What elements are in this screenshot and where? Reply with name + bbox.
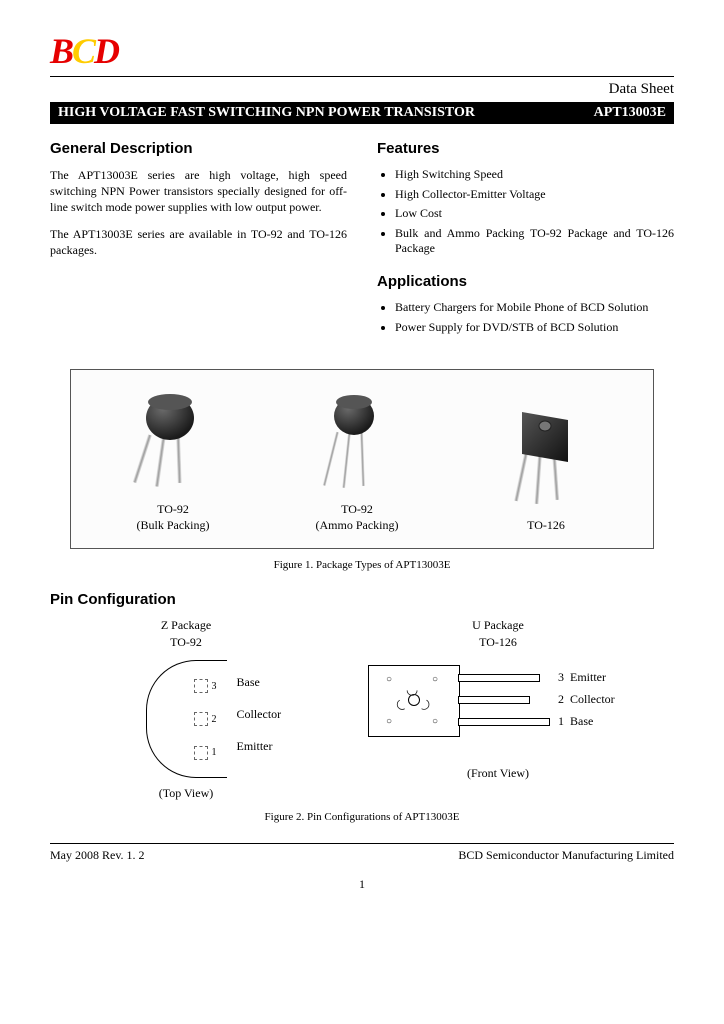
company-logo: BCD (50, 30, 674, 72)
figure-2-caption: Figure 2. Pin Configurations of APT13003… (50, 811, 674, 823)
pin-label: Base (237, 675, 260, 690)
mark-icon: ○ (432, 716, 438, 727)
pin-number: 3 (212, 681, 217, 692)
to126-outline: ○ ○ ○ ○ ◡ ◡ ◡ 3 Emitter 2 Collector 1 Ba… (368, 660, 628, 760)
feature-item: High Switching Speed (395, 167, 674, 183)
package-caption: TO-92 (Bulk Packing) (128, 502, 218, 533)
header-rule (50, 76, 674, 77)
content-columns: General Description The APT13003E series… (50, 134, 674, 339)
left-column: General Description The APT13003E series… (50, 134, 347, 339)
footer-rule (50, 843, 674, 844)
pin-label: 3 Emitter (558, 670, 606, 685)
to126-lead (458, 696, 530, 704)
pin-label: Collector (237, 707, 282, 722)
datasheet-page: BCD Data Sheet HIGH VOLTAGE FAST SWITCHI… (0, 0, 724, 1024)
logo-letter-b: B (50, 31, 72, 71)
pin-box-icon (194, 679, 208, 693)
z-package-block: Z Package TO-92 3 2 1 Base (76, 618, 296, 801)
applications-heading: Applications (377, 273, 674, 290)
to92-pin-row: 3 (147, 679, 227, 693)
document-title: HIGH VOLTAGE FAST SWITCHING NPN POWER TR… (58, 105, 475, 121)
to92-outline: 3 2 1 Base Collector Emitter (146, 660, 227, 778)
to92-pin-row: 1 (147, 746, 227, 760)
mark-icon: ○ (432, 674, 438, 685)
figure-1-box: TO-92 (Bulk Packing) TO-92 (Ammo Packing… (70, 369, 654, 549)
package-to92-ammo: TO-92 (Ammo Packing) (312, 390, 402, 533)
application-item: Battery Chargers for Mobile Phone of BCD… (395, 300, 674, 316)
page-number: 1 (50, 877, 674, 892)
general-description-heading: General Description (50, 140, 347, 157)
package-caption: TO-126 (496, 518, 596, 534)
applications-list: Battery Chargers for Mobile Phone of BCD… (377, 300, 674, 335)
features-heading: Features (377, 140, 674, 157)
pin-configuration-heading: Pin Configuration (50, 591, 674, 608)
general-description-p2: The APT13003E series are available in TO… (50, 226, 347, 258)
pin-config-row: Z Package TO-92 3 2 1 Base (50, 618, 674, 801)
feature-item: Bulk and Ammo Packing TO-92 Package and … (395, 226, 674, 257)
general-description-p1: The APT13003E series are high voltage, h… (50, 167, 347, 216)
figure-1-caption: Figure 1. Package Types of APT13003E (50, 559, 674, 571)
package-to92-bulk: TO-92 (Bulk Packing) (128, 390, 218, 533)
application-item: Power Supply for DVD/STB of BCD Solution (395, 320, 674, 336)
pin-label: 2 Collector (558, 692, 615, 707)
pin-box-icon (194, 746, 208, 760)
logo-letter-d: D (94, 31, 118, 71)
u-package-subtitle: TO-126 (348, 635, 648, 650)
u-package-title: U Package (348, 618, 648, 633)
data-sheet-label: Data Sheet (50, 81, 674, 98)
to92-bulk-icon (128, 390, 218, 490)
to126-lead (458, 674, 540, 682)
z-package-view: (Top View) (76, 786, 296, 801)
z-package-title: Z Package (76, 618, 296, 633)
pin-number: 2 (212, 714, 217, 725)
z-package-subtitle: TO-92 (76, 635, 296, 650)
to126-icon (496, 406, 596, 506)
part-number: APT13003E (594, 105, 666, 121)
mark-icon: ○ (386, 674, 392, 685)
footer: May 2008 Rev. 1. 2 BCD Semiconductor Man… (50, 848, 674, 863)
pin-label: Emitter (237, 739, 273, 754)
u-package-view: (Front View) (348, 766, 648, 781)
pin-number: 1 (212, 747, 217, 758)
pin-label: 1 Base (558, 714, 593, 729)
to92-ammo-icon (312, 390, 402, 490)
right-column: Features High Switching Speed High Colle… (377, 134, 674, 339)
to92-pin-row: 2 (147, 712, 227, 726)
feature-item: Low Cost (395, 206, 674, 222)
features-list: High Switching Speed High Collector-Emit… (377, 167, 674, 257)
logo-letter-c: C (72, 31, 94, 71)
pin-box-icon (194, 712, 208, 726)
package-caption: TO-92 (Ammo Packing) (312, 502, 402, 533)
package-to126: TO-126 (496, 406, 596, 534)
mark-icon: ○ (386, 716, 392, 727)
feature-item: High Collector-Emitter Voltage (395, 187, 674, 203)
footer-revision: May 2008 Rev. 1. 2 (50, 848, 145, 863)
to126-lead (458, 718, 550, 726)
u-package-block: U Package TO-126 ○ ○ ○ ○ ◡ ◡ ◡ 3 Emitter… (348, 618, 648, 781)
title-bar: HIGH VOLTAGE FAST SWITCHING NPN POWER TR… (50, 102, 674, 124)
footer-company: BCD Semiconductor Manufacturing Limited (458, 848, 674, 863)
